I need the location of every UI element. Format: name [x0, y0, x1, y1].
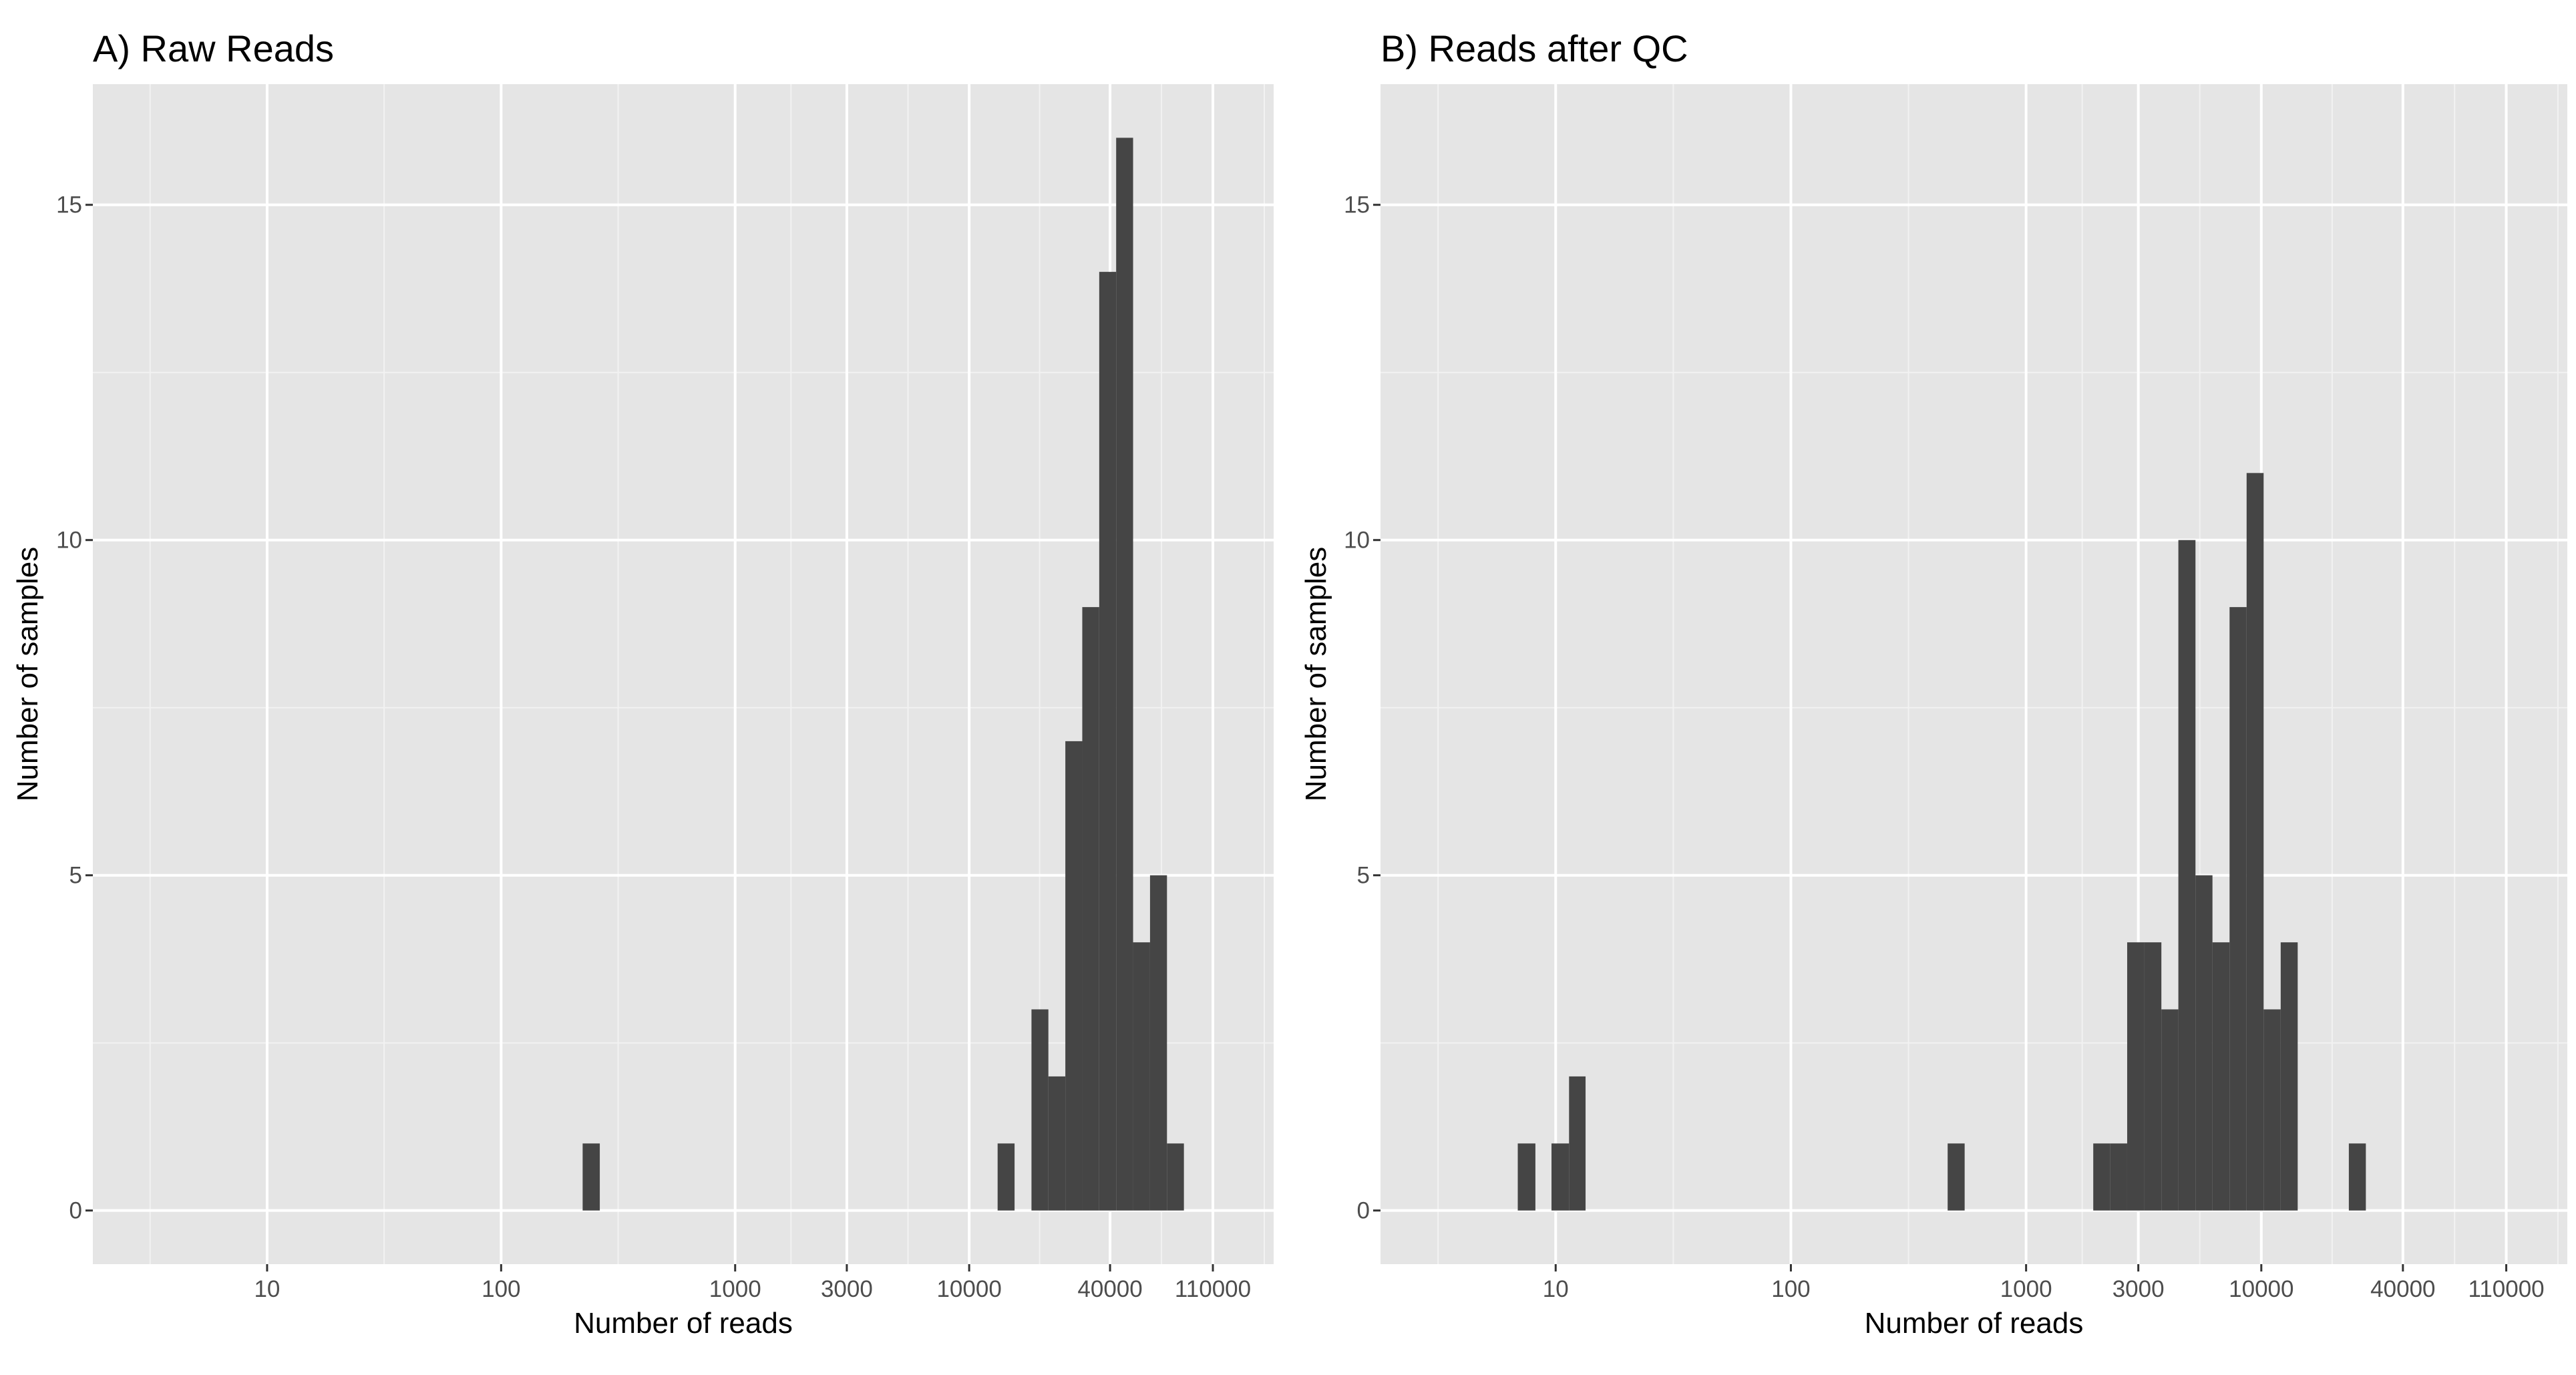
y-tick-label: 15	[56, 192, 82, 218]
histogram-bar	[2229, 607, 2247, 1211]
x-tick-label: 10000	[2229, 1276, 2293, 1302]
histogram-bar	[2110, 1143, 2127, 1211]
histogram-bar	[2093, 1143, 2110, 1211]
histogram-bar	[1082, 607, 1099, 1211]
x-tick-label: 100	[1771, 1276, 1810, 1302]
histogram-bar	[1065, 741, 1083, 1211]
x-tick-label: 3000	[821, 1276, 873, 1302]
histogram-bar	[2246, 473, 2264, 1211]
histogram-bar	[1167, 1143, 1184, 1211]
histogram-bar	[2144, 942, 2162, 1211]
histogram-bar	[1099, 272, 1117, 1211]
x-tick-label: 100	[482, 1276, 520, 1302]
y-axis-title: Number of samples	[11, 547, 44, 801]
histogram-bar	[582, 1143, 600, 1211]
x-tick-label: 110000	[1175, 1276, 1251, 1302]
x-tick-label: 110000	[2468, 1276, 2544, 1302]
histogram-bar	[1048, 1076, 1066, 1211]
x-axis-title: Number of reads	[574, 1307, 793, 1340]
y-tick-label: 5	[1357, 863, 1370, 889]
histogram-bar	[1948, 1143, 1965, 1211]
histogram-bar	[2127, 942, 2145, 1211]
panel-b-reads-after-qc: 10 100 1000 3000 10000 40000 110000 0 5 10 15 B) Re…	[1300, 27, 2567, 1340]
y-tick-label: 10	[1344, 528, 1370, 554]
x-tick-label: 10	[1543, 1276, 1569, 1302]
histogram-bar	[2161, 1009, 2179, 1211]
y-tick-label: 15	[1344, 192, 1370, 218]
histogram-bar	[1116, 138, 1133, 1211]
histogram-bar	[1031, 1009, 1049, 1211]
histogram-bar	[2348, 1143, 2366, 1211]
y-tick-label: 10	[56, 528, 82, 554]
panel-a-raw-reads: 10 100 1000 3000 10000 40000 110000 0 5 10 15 A) Ra…	[11, 27, 1274, 1340]
x-tick-label: 40000	[2370, 1276, 2435, 1302]
histogram-bar	[2212, 942, 2230, 1211]
histogram-bar	[2280, 942, 2298, 1211]
x-tick-label: 3000	[2112, 1276, 2165, 1302]
x-tick-label: 10000	[936, 1276, 1001, 1302]
x-tick-label: 1000	[2000, 1276, 2052, 1302]
x-axis-title: Number of reads	[1865, 1307, 2084, 1340]
histogram-bar	[2195, 875, 2213, 1211]
histogram-bar	[1133, 942, 1150, 1211]
y-tick-label: 0	[1357, 1198, 1370, 1224]
histogram-bar	[997, 1143, 1015, 1211]
panel-title: B) Reads after QC	[1381, 27, 1688, 69]
y-tick-label: 5	[69, 863, 82, 889]
histogram-bar	[2178, 540, 2196, 1211]
plot-area	[1381, 84, 2567, 1264]
x-tick-label: 1000	[709, 1276, 761, 1302]
histogram-bar	[1551, 1143, 1570, 1211]
histogram-bar	[1517, 1143, 1535, 1211]
histogram-bar	[1149, 875, 1167, 1211]
y-axis-title: Number of samples	[1300, 547, 1332, 801]
x-tick-label: 40000	[1077, 1276, 1142, 1302]
histogram-bar	[2263, 1009, 2281, 1211]
panel-title: A) Raw Reads	[93, 27, 334, 69]
y-tick-label: 0	[69, 1198, 82, 1224]
x-tick-label: 10	[254, 1276, 280, 1302]
histogram-bar	[1569, 1076, 1586, 1211]
